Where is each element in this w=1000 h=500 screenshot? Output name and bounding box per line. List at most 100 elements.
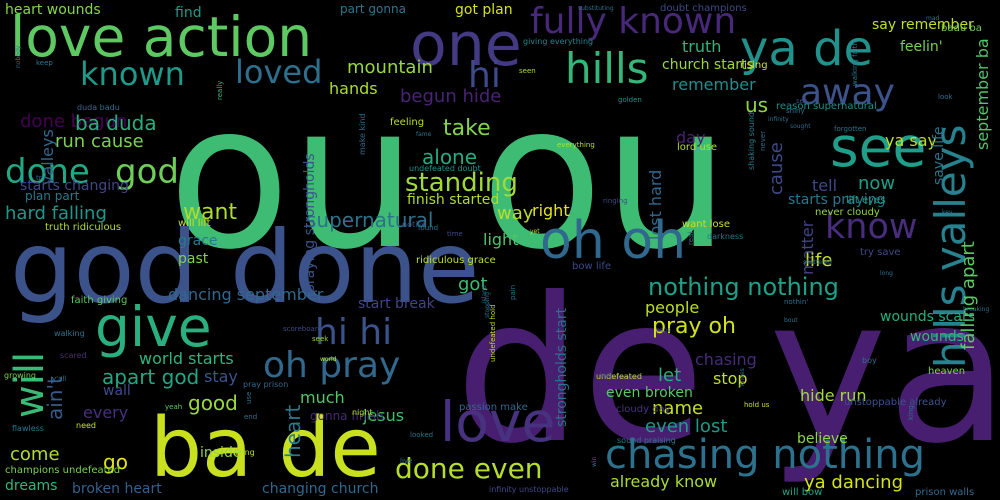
word-try: try: [36, 174, 46, 182]
word-already-know: already know: [610, 472, 718, 491]
word-starts-praying: starts praying: [788, 192, 886, 208]
word-feelin: feelin': [900, 39, 943, 55]
word-see: see: [830, 115, 927, 179]
word-shattered: shattered: [803, 259, 832, 266]
word-remember: remember: [672, 75, 756, 94]
word-pain: pain: [509, 284, 517, 300]
word-king: king: [907, 405, 915, 420]
word-heart-wounds: heart wounds: [5, 2, 101, 18]
word-looked: looked: [410, 431, 434, 439]
word-faith-giving: faith giving: [71, 295, 128, 306]
word-undefeated-hold: undefeated hold: [489, 304, 497, 362]
word-save-life: save life: [931, 126, 947, 185]
word-broken-heart: broken heart: [72, 481, 162, 497]
word-feeling: feeling: [390, 117, 425, 128]
word-want-lose: want lose: [682, 219, 731, 230]
word-dreams: dreams: [5, 478, 58, 494]
word-hide-run: hide run: [800, 386, 867, 405]
word-oh-pray: oh pray: [263, 345, 401, 386]
word-unstoppable-already: unstoppable already: [844, 397, 947, 408]
word-good: good: [188, 391, 238, 415]
word-infinity: infinity: [768, 116, 789, 123]
word-fame: fame: [416, 131, 432, 138]
word-growing: growing: [4, 371, 36, 380]
word-go: go: [103, 450, 128, 474]
word-yeah: yeah: [165, 403, 183, 411]
word-duda-badu: duda badu: [77, 103, 120, 112]
word-mad: mad: [926, 15, 940, 22]
word-say-remember: say remember: [872, 17, 974, 33]
word-got: got: [458, 274, 488, 295]
word-grace: grace: [178, 233, 218, 249]
word-plan-part: plan part: [25, 189, 80, 203]
word-key: key: [942, 209, 953, 216]
word-forgotten: forgotten: [834, 125, 867, 133]
word-ya-say: ya say: [885, 131, 937, 150]
word-knees: knees: [739, 368, 746, 386]
word-yall: y'all: [52, 375, 67, 383]
word-shaking-sound: shaking sound: [747, 112, 756, 170]
word-real: real: [687, 231, 695, 245]
word-hold-us: hold us: [744, 401, 770, 409]
word-boy: boy: [862, 356, 877, 365]
word-end: end: [244, 413, 258, 421]
word-doubt-champions: doubt champions: [660, 3, 747, 14]
word-bow-life: bow life: [572, 261, 612, 272]
word-last: last: [600, 372, 611, 379]
word-everything: everything: [557, 141, 595, 149]
word-substituting: substituting: [578, 5, 614, 12]
word-changing-church: changing church: [262, 481, 379, 497]
word-apart-god: apart god: [102, 365, 200, 389]
word-praying-strongholds: praying strongholds: [302, 153, 318, 293]
word-much: much: [300, 388, 345, 407]
word-hiding: hiding: [230, 448, 255, 457]
word-never: never: [759, 130, 767, 151]
word-oh-oh: oh oh: [540, 211, 687, 271]
word-know: know: [825, 207, 918, 247]
word-sound-praising: sound praising: [617, 436, 676, 445]
word-heart: heart: [281, 404, 305, 458]
word-love: love: [440, 390, 556, 454]
word-hills: hills: [565, 44, 649, 93]
word-live: live: [400, 457, 413, 465]
word-people: people: [645, 298, 700, 317]
word-hi: hi: [468, 55, 501, 96]
word-run-cause: run cause: [55, 131, 144, 152]
word-ya-de: ya de: [740, 21, 874, 77]
word-known: known: [80, 55, 185, 93]
word-name: name: [652, 398, 704, 419]
word-right: right: [532, 201, 570, 220]
word-world-starts: world starts: [139, 349, 234, 368]
word-night: night: [352, 408, 373, 417]
word-flawless: flawless: [12, 424, 44, 433]
word-us: us: [745, 93, 769, 117]
word-win: win: [591, 456, 598, 467]
word-wall: wall: [103, 383, 131, 399]
word-chasing-nothing: chasing nothing: [605, 432, 925, 478]
word-walking-faith: walking faith: [851, 41, 859, 86]
word-loved: loved: [235, 53, 323, 91]
word-every: every: [83, 403, 129, 422]
word-try-save: try save: [860, 247, 901, 258]
word-seen: seen: [519, 67, 536, 75]
word-reason-supernatural: reason supernatural: [776, 101, 877, 112]
word-way: way: [497, 203, 534, 224]
word-church-starts: church starts: [662, 57, 754, 73]
word-lift-eyes: lift eyes: [846, 195, 886, 206]
word-even-lost: even lost: [645, 416, 728, 437]
word-wounds: wounds: [910, 329, 964, 345]
word-starts-changing: starts changing: [20, 178, 129, 194]
word-find: find: [175, 5, 202, 21]
word-standing: standing: [405, 168, 518, 198]
word-stop: stop: [713, 369, 748, 388]
word-away: away: [800, 72, 895, 113]
word-champions-undefeated: champions undefeated: [5, 465, 121, 476]
word-love-action: love action: [10, 5, 313, 69]
word-light: light: [483, 230, 519, 249]
word-truth-ridiculous: truth ridiculous: [45, 222, 122, 233]
word-time: time: [447, 230, 463, 238]
word-sought: sought: [790, 123, 811, 130]
word-pray-oh: pray oh: [652, 314, 736, 339]
word-never-cloudy: never cloudy: [815, 207, 880, 218]
word-look: look: [938, 93, 953, 101]
